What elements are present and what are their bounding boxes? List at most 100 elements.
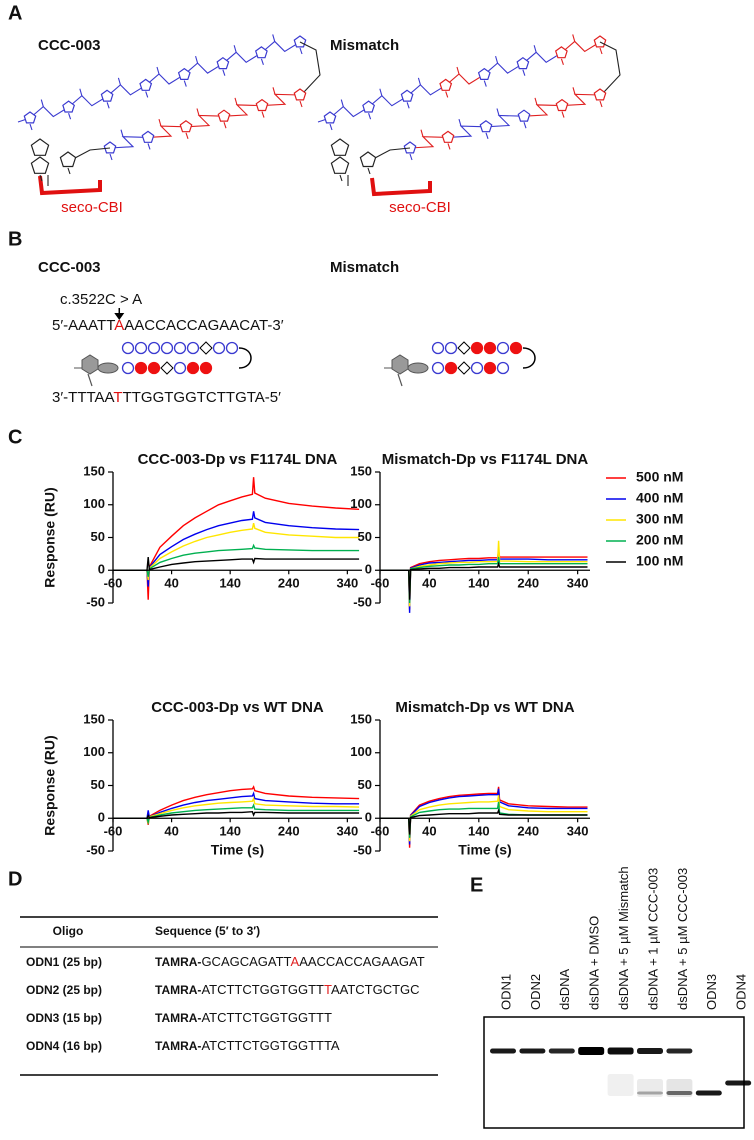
beta-alanine bbox=[457, 341, 471, 355]
bond bbox=[406, 84, 447, 97]
y-axis-label: Response (RU) bbox=[42, 735, 58, 835]
sensorgram-line bbox=[113, 522, 360, 581]
bond bbox=[374, 147, 411, 159]
ring bbox=[103, 141, 117, 154]
ring bbox=[323, 111, 337, 124]
substituent bbox=[183, 80, 187, 87]
substituent bbox=[39, 174, 43, 182]
imidazole bbox=[509, 341, 523, 355]
imidazole bbox=[444, 361, 458, 375]
bond bbox=[445, 73, 485, 86]
chart-title: CCC-003-Dp vs WT DNA bbox=[151, 699, 324, 716]
beta-alanine bbox=[160, 361, 174, 375]
sequence-part: GCAGCAGATT bbox=[201, 954, 291, 969]
x-tick-label: 240 bbox=[278, 576, 300, 591]
substituent bbox=[561, 111, 565, 118]
ring bbox=[362, 100, 376, 113]
ring bbox=[403, 141, 417, 154]
x-tick-label: 40 bbox=[422, 824, 436, 839]
ring bbox=[30, 138, 50, 156]
pyrrole bbox=[121, 361, 135, 375]
gel-band bbox=[666, 1091, 693, 1095]
oligo-sequence: TAMRA-ATCTTCTGGTGGTTTA bbox=[155, 1038, 340, 1053]
substituent bbox=[599, 47, 603, 55]
ring bbox=[254, 46, 268, 59]
x-tick-label: 340 bbox=[567, 576, 589, 591]
pyrrole bbox=[470, 361, 484, 375]
bond bbox=[145, 73, 185, 86]
pyrrole bbox=[431, 361, 445, 375]
y-tick-label: 150 bbox=[350, 711, 372, 726]
sensorgram-line bbox=[113, 543, 360, 577]
ring bbox=[554, 46, 568, 59]
substituent bbox=[260, 58, 264, 66]
panel-label: B bbox=[8, 228, 22, 250]
beta-alanine bbox=[457, 361, 471, 375]
y-tick-label: 150 bbox=[83, 711, 105, 726]
substituent bbox=[106, 102, 110, 109]
sensorgram-line bbox=[113, 803, 360, 825]
y-tick-label: 0 bbox=[98, 562, 105, 577]
chart-title: Mismatch-Dp vs F1174L DNA bbox=[382, 451, 589, 468]
ring bbox=[477, 67, 491, 81]
x-tick-label: 140 bbox=[468, 576, 490, 591]
ring bbox=[593, 88, 607, 101]
y-tick-label: 50 bbox=[91, 529, 105, 544]
ring bbox=[23, 111, 37, 124]
y-tick-label: -50 bbox=[353, 842, 372, 857]
substituent bbox=[485, 132, 489, 139]
legend-label: 500 nM bbox=[636, 469, 683, 485]
ring bbox=[400, 89, 414, 102]
dna-strand: 5′-AAATTAAACCACCAGAACAT-3′ bbox=[52, 317, 284, 334]
x-tick-label: 40 bbox=[164, 824, 178, 839]
table-header: Oligo bbox=[53, 924, 84, 938]
y-tick-label: 0 bbox=[98, 810, 105, 825]
x-tick-label: -60 bbox=[104, 824, 123, 839]
bond bbox=[106, 84, 147, 97]
carbonyl bbox=[158, 118, 162, 127]
carbonyl bbox=[572, 87, 576, 95]
structure-title: Mismatch bbox=[330, 37, 399, 54]
panel-label: A bbox=[8, 2, 22, 24]
oligo-name: ODN1 (25 bp) bbox=[26, 955, 102, 969]
y-tick-label: 50 bbox=[358, 529, 372, 544]
carbonyl bbox=[340, 99, 344, 107]
x-tick-label: 340 bbox=[337, 576, 359, 591]
substituent bbox=[222, 69, 226, 76]
ring bbox=[441, 130, 455, 143]
bond bbox=[147, 125, 187, 138]
linker bbox=[407, 362, 429, 374]
substituent bbox=[29, 123, 33, 131]
x-tick-label: 340 bbox=[567, 824, 589, 839]
pyrrole bbox=[173, 361, 187, 375]
sensorgram-line bbox=[113, 810, 360, 819]
carbonyl bbox=[233, 45, 237, 53]
ring bbox=[516, 56, 530, 70]
sensorgram-line bbox=[113, 511, 360, 587]
bond bbox=[561, 93, 601, 107]
lane-label: ODN1 bbox=[498, 974, 513, 1010]
pyrrole bbox=[134, 341, 148, 355]
carbonyl bbox=[156, 66, 160, 75]
carbonyl bbox=[496, 108, 500, 116]
oligo-name: ODN2 (25 bp) bbox=[26, 983, 102, 997]
lane-label: dsDNA + 5 µM Mismatch bbox=[616, 866, 631, 1010]
ring bbox=[217, 109, 231, 122]
lane-label: ODN4 bbox=[734, 974, 749, 1010]
x-axis-label: Time (s) bbox=[458, 842, 511, 858]
gel-band bbox=[519, 1048, 546, 1054]
sequence-part: ATCTTCTGGTGGTTT bbox=[201, 1010, 332, 1025]
pyrrole bbox=[147, 341, 161, 355]
lane-label: ODN3 bbox=[704, 974, 719, 1010]
ring bbox=[255, 98, 269, 112]
strand-mutation: T bbox=[113, 389, 122, 406]
sequence-part: AACCACCAGAAGAT bbox=[299, 954, 425, 969]
cbi bbox=[74, 354, 99, 375]
ring bbox=[293, 35, 307, 48]
pyrrole bbox=[444, 341, 458, 355]
label-tag: TAMRA- bbox=[155, 1039, 201, 1053]
panel-label: C bbox=[8, 426, 22, 448]
legend-label: 100 nM bbox=[636, 553, 683, 569]
legend-label: 300 nM bbox=[636, 511, 683, 527]
gel-band bbox=[637, 1091, 663, 1095]
